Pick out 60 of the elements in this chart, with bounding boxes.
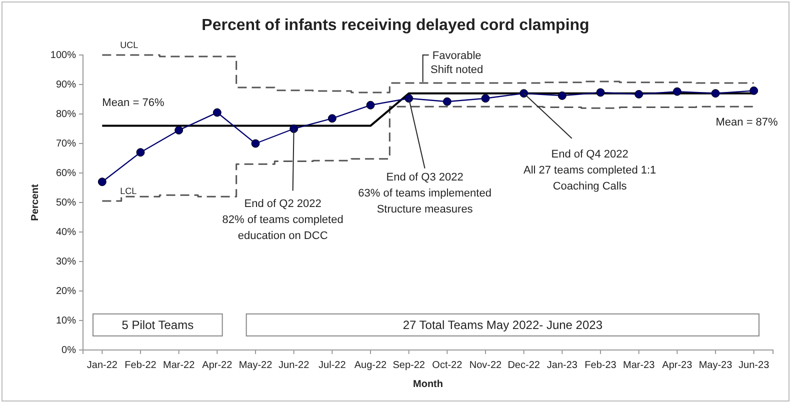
annotation: 27 Total Teams May 2022- June 2023 [402, 318, 603, 332]
x-tick-label: Apr-22 [202, 360, 233, 371]
y-tick-label: 30% [56, 256, 76, 268]
x-tick-label: Feb-23 [584, 360, 617, 371]
x-tick-label: Jul-22 [318, 360, 346, 371]
x-tick-label: Jun-23 [738, 360, 770, 371]
point [634, 90, 644, 98]
point [404, 94, 414, 103]
x-tick-label: Feb-22 [124, 360, 157, 371]
x-tick-label: May-23 [698, 360, 733, 371]
x-tick-label: Sep-22 [392, 360, 426, 371]
point [212, 108, 222, 117]
x-tick-label: Dec-22 [508, 360, 540, 371]
annotation: End of Q4 2022 All 27 teams completed 1:1 Coaching Calls [523, 148, 656, 192]
annotation: End of Q2 2022 82% of teams completed education on DCC [222, 198, 344, 242]
point [328, 114, 336, 123]
y-tick-label: 100% [50, 50, 76, 62]
y-tick-label: 0% [62, 345, 76, 356]
y-tick-label: 40% [56, 227, 76, 238]
y-tick-label: 10% [56, 316, 76, 327]
y-tick-label: 90% [56, 80, 76, 91]
x-tick-label: Mar-22 [162, 360, 196, 371]
y-tick-label: 80% [56, 109, 76, 120]
point [558, 91, 566, 100]
point [672, 87, 682, 96]
x-tick-label: Nov-22 [469, 360, 502, 371]
annotation: 5 Pilot Teams [122, 318, 194, 332]
point [290, 124, 298, 133]
point [98, 178, 106, 186]
point [136, 148, 145, 157]
x-tick-label: Apr-23 [662, 360, 693, 371]
x-tick-label: Jan-23 [546, 360, 578, 371]
annotation: Favorable Shift noted [430, 50, 484, 76]
point [520, 89, 528, 98]
x-tick-label: Aug-22 [354, 360, 388, 371]
point [596, 88, 605, 97]
x-tick-label: Mar-23 [622, 360, 656, 371]
x-tick-label: Oct-22 [432, 360, 463, 371]
y-tick-label: 60% [56, 168, 76, 180]
point [174, 126, 184, 134]
series-label: LCL [120, 186, 137, 196]
annotation: End of Q3 2022 63% of teams implemented Structure measures [358, 171, 492, 216]
point [366, 100, 375, 110]
point [442, 97, 452, 106]
chart-title: Percent of infants receiving delayed cord clamping [202, 17, 590, 34]
x-tick-label: Jun-22 [278, 360, 310, 371]
y-tick-label: 20% [56, 286, 76, 298]
x-tick-label: Jan-22 [86, 360, 118, 371]
annotation: Mean = 76% [102, 96, 164, 109]
point [711, 89, 720, 98]
y-axis-title: Percent [30, 183, 41, 221]
point [750, 86, 758, 95]
point [251, 139, 260, 148]
y-tick-label: 70% [56, 138, 76, 150]
annotation: Mean = 87% [716, 116, 778, 128]
x-axis-title: Month [413, 379, 443, 390]
point [481, 94, 490, 103]
x-tick-label: May-22 [238, 360, 273, 371]
y-tick-label: 50% [56, 198, 76, 209]
series-label: UCL [120, 40, 138, 50]
